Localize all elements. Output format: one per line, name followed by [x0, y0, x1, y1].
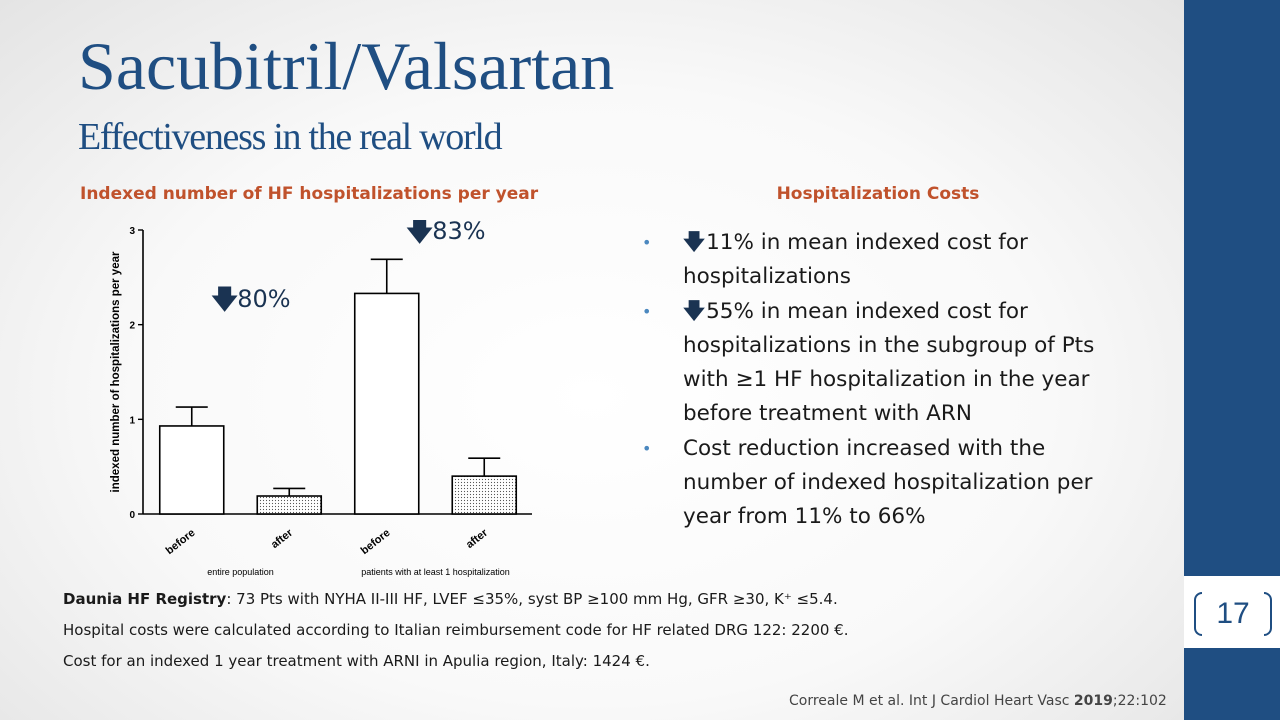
group-label: entire population	[207, 567, 274, 577]
reduction-label: 80%	[237, 285, 290, 313]
costs-bullet-list: • 🡇11% in mean indexed cost for hospital…	[640, 226, 1110, 535]
citation: Correale M et al. Int J Cardiol Heart Va…	[789, 690, 1167, 712]
bar	[256, 495, 323, 515]
y-tick-label: 3	[129, 226, 135, 237]
citation-suffix: ;22:102	[1112, 693, 1167, 709]
bullet-dot-icon: •	[642, 233, 652, 252]
bullet-text: 11% in mean indexed cost for hospitaliza…	[683, 230, 1028, 290]
chart-title: Indexed number of HF hospitalizations pe…	[80, 184, 539, 204]
registry-label: Daunia HF Registry	[63, 590, 227, 608]
slide-subtitle: Effectiveness in the real world	[78, 116, 503, 158]
y-tick-label: 1	[129, 415, 135, 426]
down-arrow-icon: 🡇	[683, 298, 706, 324]
down-arrow-icon: 🡇	[406, 220, 433, 247]
bullet-dot-icon: •	[642, 438, 652, 458]
x-tick-label: after	[269, 526, 296, 551]
costs-bullet-3: • Cost reduction increased with the numb…	[640, 432, 1110, 535]
down-arrow-icon: 🡇	[683, 230, 706, 255]
group-label: patients with at least 1 hospitalization	[361, 567, 510, 577]
citation-year: 2019	[1073, 693, 1113, 709]
costs-bullet-2: • 🡇55% in mean indexed cost for hospital…	[640, 295, 1110, 432]
costs-heading: Hospitalization Costs	[776, 184, 980, 204]
x-tick-label: after	[464, 526, 491, 551]
slide-title: Sacubitril/Valsartan	[78, 28, 615, 104]
page-bracket-right	[1264, 592, 1272, 636]
bullet-text: 55% in mean indexed cost for hospitaliza…	[683, 298, 1095, 427]
footer-registry: Daunia HF Registry: 73 Pts with NYHA II-…	[63, 588, 838, 610]
footer-arni-line: Cost for an indexed 1 year treatment wit…	[63, 652, 650, 670]
slide-background	[0, 0, 1184, 720]
bullet-text: Cost reduction increased with the number…	[683, 435, 1093, 530]
page-number-box	[1184, 576, 1280, 648]
bar	[158, 425, 225, 515]
page-bracket-left	[1194, 592, 1202, 636]
reduction-label: 83%	[432, 220, 485, 245]
bar-chart: 0 1 2 3 indexed number of hospitalizations p…	[110, 220, 532, 577]
bullet-dot-icon: •	[642, 301, 652, 321]
y-tick-label: 0	[129, 510, 135, 521]
x-tick-label: before	[359, 527, 393, 557]
bar	[451, 475, 518, 515]
registry-text: : 73 Pts with NYHA II-III HF, LVEF ≤35%,…	[226, 590, 838, 608]
y-axis-label: indexed number of hospitalizations per y…	[110, 251, 122, 492]
footer-costs-line: Hospital costs were calculated according…	[63, 621, 849, 639]
x-tick-label: before	[164, 527, 198, 557]
page-number: 17	[1216, 597, 1250, 630]
citation-prefix: Correale M et al. Int J Cardiol Heart Va…	[789, 693, 1074, 709]
costs-bullet-1: • 🡇11% in mean indexed cost for hospital…	[640, 226, 1110, 295]
y-tick-label: 2	[129, 321, 135, 332]
bar	[353, 292, 420, 515]
down-arrow-icon: 🡇	[211, 285, 238, 315]
